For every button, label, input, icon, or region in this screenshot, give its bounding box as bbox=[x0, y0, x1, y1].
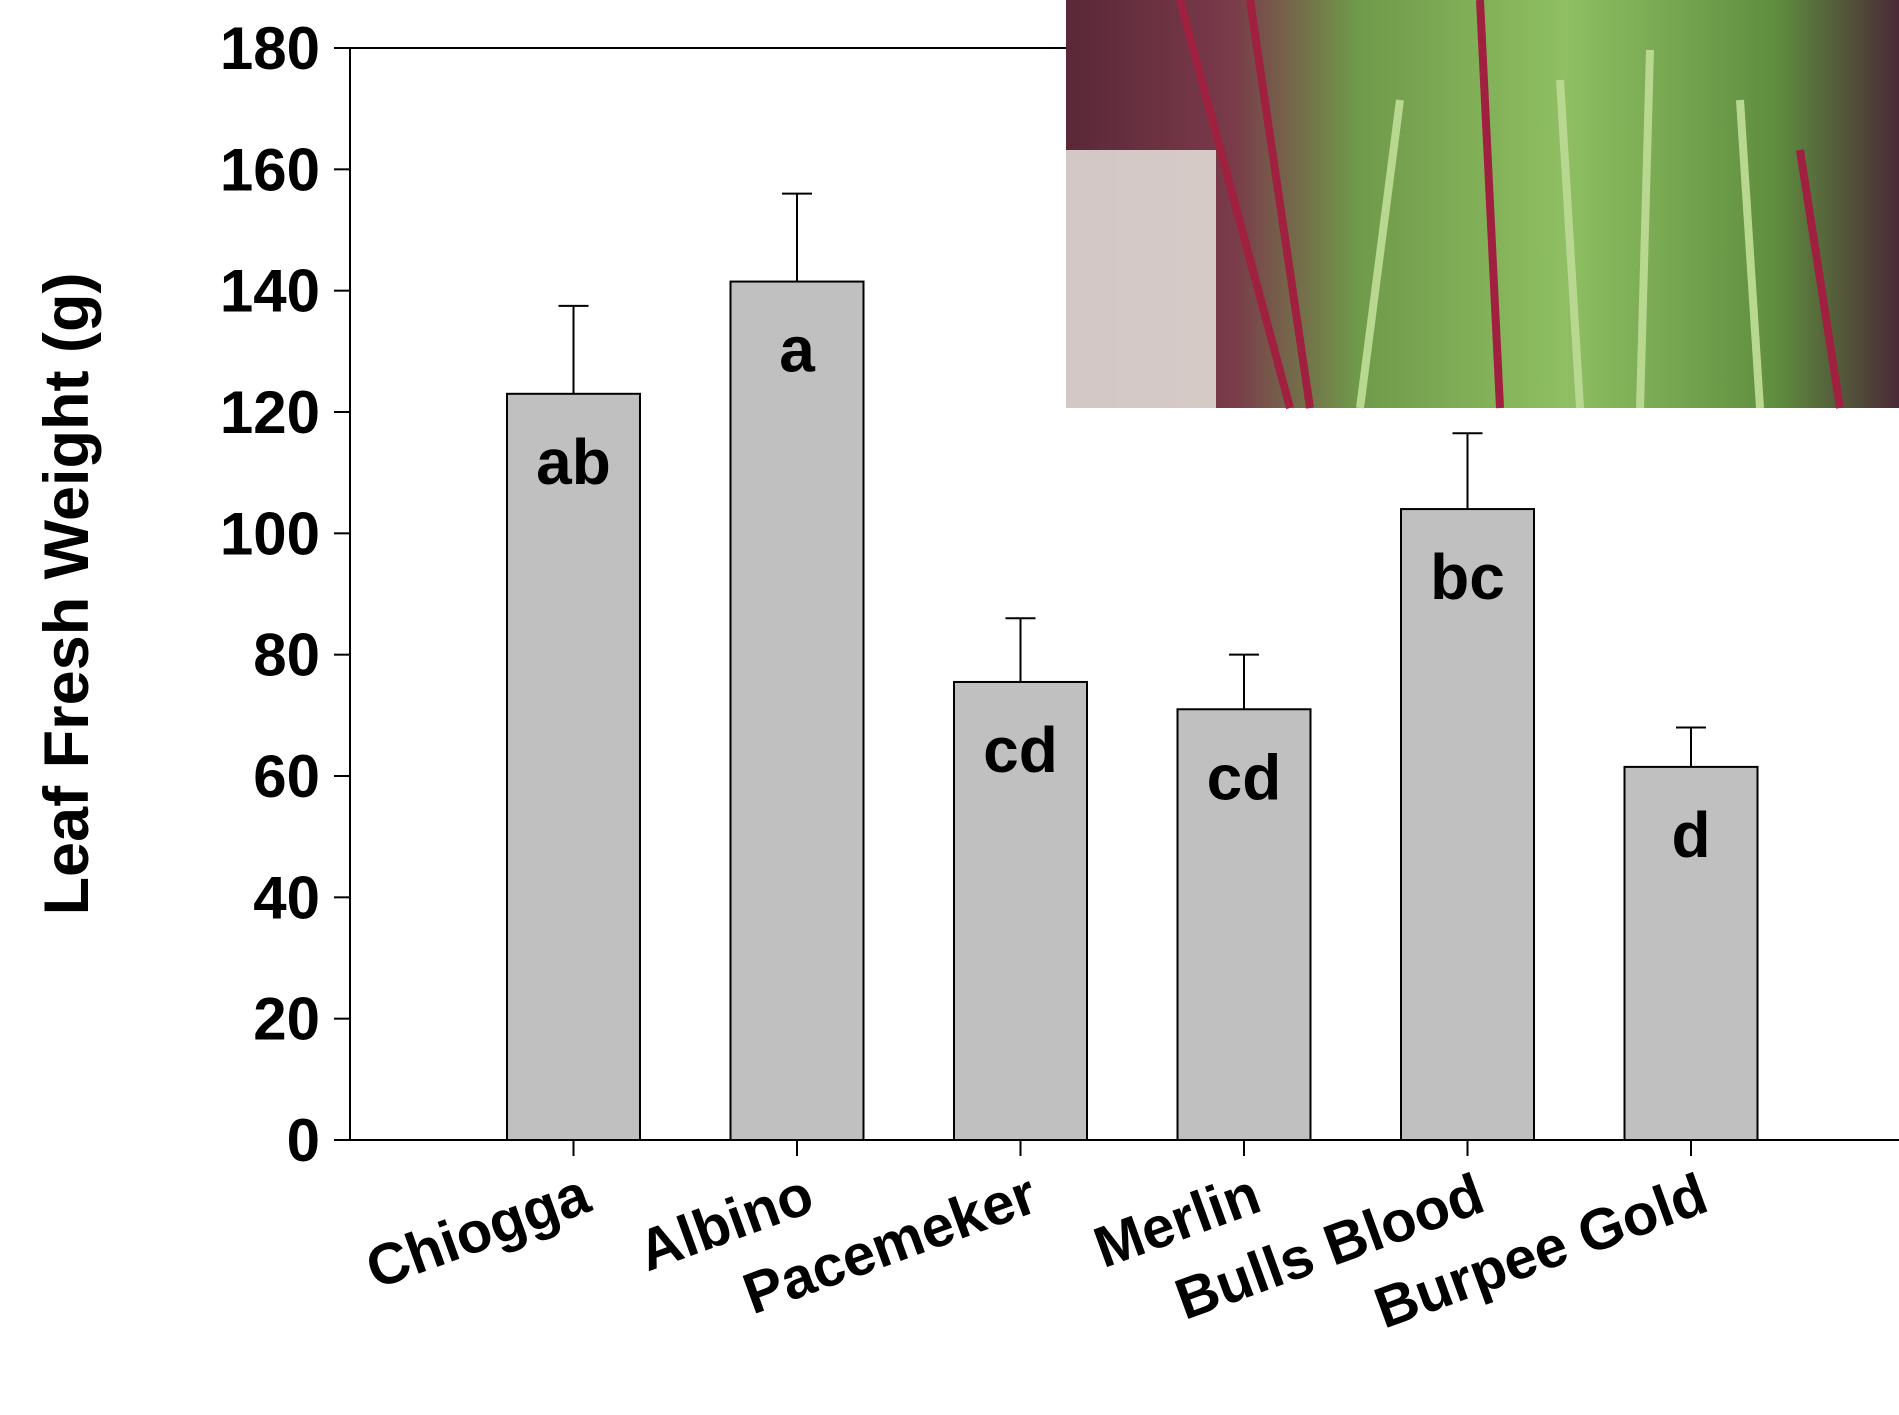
bar bbox=[1176, 708, 1312, 1141]
y-tick-label: 20 bbox=[253, 986, 320, 1053]
bar-letter: bc bbox=[1430, 541, 1505, 613]
bar-letter: d bbox=[1671, 799, 1710, 871]
y-tick-label: 140 bbox=[220, 258, 320, 325]
bar bbox=[506, 392, 641, 1141]
y-tick-label: 100 bbox=[220, 500, 320, 567]
y-tick-label: 60 bbox=[253, 743, 320, 810]
bar bbox=[953, 680, 1088, 1141]
x-tick-label: Chiogga bbox=[358, 1161, 599, 1302]
bar-letter: ab bbox=[536, 426, 611, 498]
bar bbox=[1400, 508, 1535, 1142]
bar-letter: cd bbox=[1207, 741, 1282, 813]
photo-inset bbox=[1066, 0, 1899, 410]
y-tick-label: 40 bbox=[253, 864, 320, 931]
y-axis-title: Leaf Fresh Weight (g) bbox=[32, 273, 102, 916]
bar-letter: cd bbox=[983, 714, 1058, 786]
y-tick-label: 180 bbox=[220, 15, 320, 82]
y-tick-label: 160 bbox=[220, 136, 320, 203]
bar-letter: a bbox=[779, 314, 815, 386]
y-tick-label: 80 bbox=[253, 622, 320, 689]
y-tick-label: 120 bbox=[220, 379, 320, 446]
bar bbox=[729, 280, 865, 1142]
y-tick-label: 0 bbox=[287, 1107, 320, 1174]
